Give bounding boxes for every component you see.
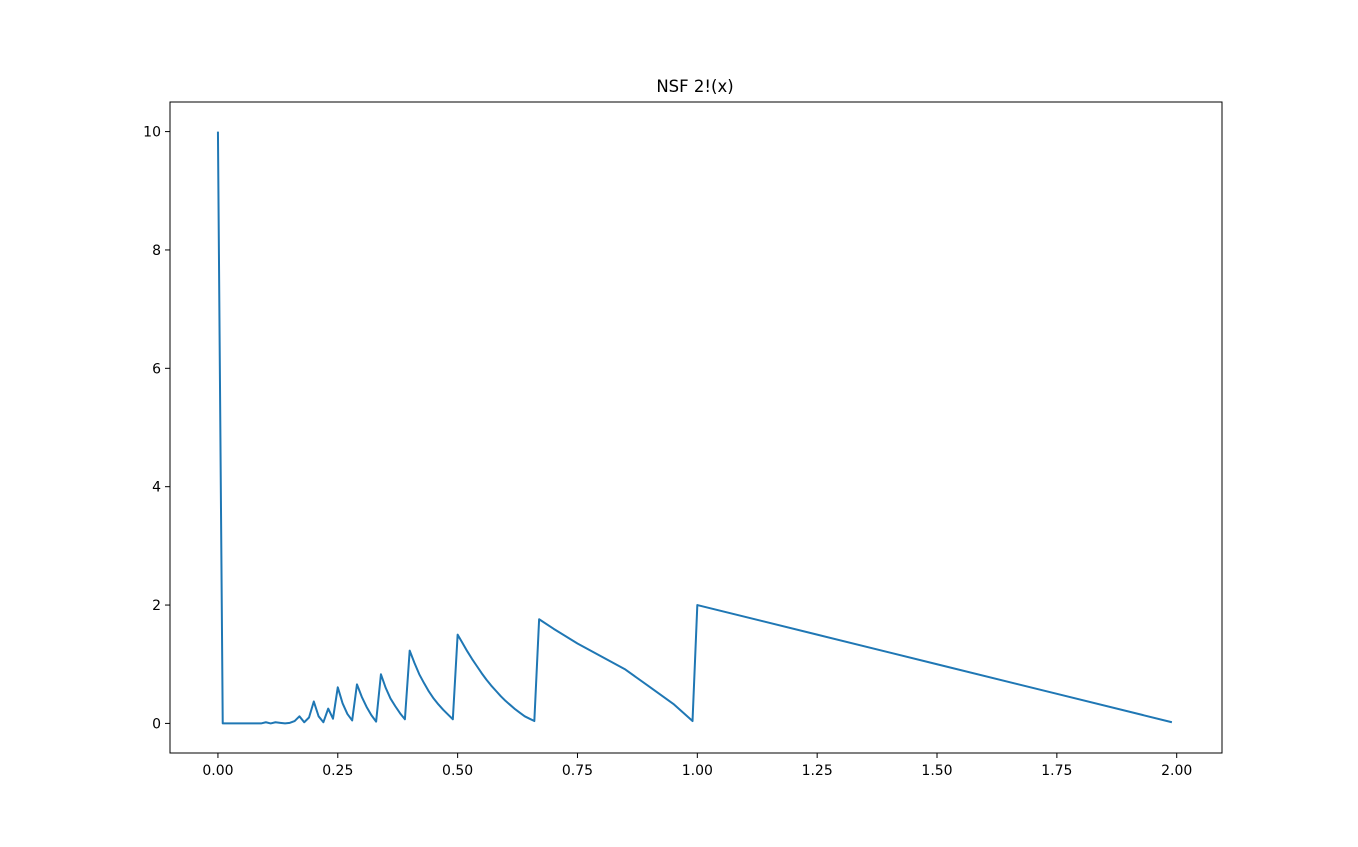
x-tick-label: 1.75 — [1041, 763, 1072, 779]
y-tick-label: 4 — [152, 480, 161, 496]
x-tick-label: 0.00 — [202, 763, 233, 779]
x-tick-label: 1.00 — [682, 763, 713, 779]
y-tick-label: 2 — [152, 598, 161, 614]
y-tick-label: 6 — [152, 361, 161, 377]
x-tick-label: 0.25 — [322, 763, 353, 779]
y-tick-label: 0 — [152, 716, 161, 732]
x-axis: 0.00 0.25 0.50 0.75 1.00 1.25 1.50 1.75 2.00 — [202, 753, 1192, 779]
x-tick-label: 2.00 — [1161, 763, 1192, 779]
x-tick-label: 0.50 — [442, 763, 473, 779]
x-tick-label: 1.50 — [921, 763, 952, 779]
plot-area — [216, 131, 1173, 725]
series-line — [216, 131, 1173, 725]
chart-title: NSF 2!(x) — [656, 77, 733, 96]
y-axis: 0 2 4 6 8 10 — [143, 125, 170, 732]
x-tick-label: 1.25 — [802, 763, 833, 779]
x-tick-label: 0.75 — [562, 763, 593, 779]
y-tick-label: 10 — [143, 125, 161, 141]
axes-frame — [169, 101, 1223, 754]
y-tick-label: 8 — [152, 243, 161, 259]
